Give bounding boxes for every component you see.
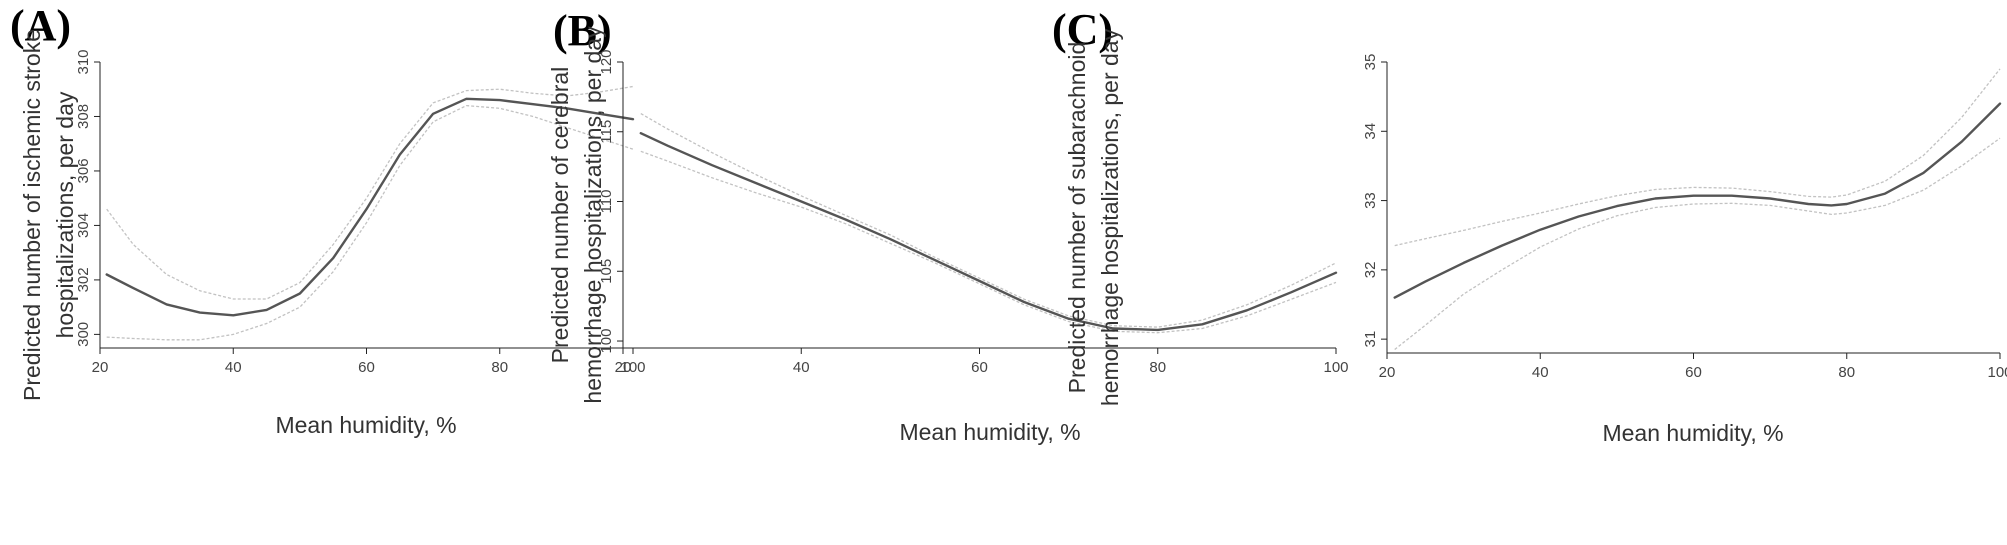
panel-letter: (A): [10, 1, 71, 50]
panel-2: (B) 20 40 60 80 100 100 105 110 115 120 Mean humidi…: [547, 6, 1349, 445]
estimate-line: [639, 132, 1338, 332]
y-tick-label: 304: [75, 213, 92, 238]
panel-3: (C) 20 40 60 80 100 31 32 33 34 35 Mean humidity, %…: [1052, 5, 2007, 446]
x-tick-label: 20: [1379, 364, 1396, 381]
lower-ci-line: [640, 150, 1337, 334]
x-axis-title: Mean humidity, %: [899, 419, 1080, 445]
y-tick-label: 310: [75, 49, 92, 74]
lower-ci-line: [1394, 137, 2001, 351]
x-tick-label: 60: [971, 359, 988, 376]
estimate-line: [1393, 102, 2002, 299]
y-axis-title-line: hemorrhage hospitalizations, per day: [580, 26, 606, 404]
y-tick-label: 120: [598, 49, 615, 74]
panel-letter: (B): [553, 6, 612, 55]
lower-ci-line: [106, 104, 634, 341]
x-tick-label: 20: [615, 359, 632, 376]
x-tick-label: 80: [1838, 364, 1855, 381]
panel-1: (A) 20 40 60 80 100 300 302 304 306 308 310 Mean hum…: [10, 1, 646, 438]
y-axis-title-line: hemorrhage hospitalizations, per day: [1097, 28, 1123, 406]
x-tick-label: 80: [1149, 359, 1166, 376]
y-axis-title-line: Predicted number of cerebral: [547, 67, 573, 364]
x-tick-label: 40: [225, 359, 242, 376]
y-tick-label: 110: [598, 190, 615, 214]
y-tick-label: 34: [1362, 123, 1379, 140]
upper-ci-line: [1394, 68, 2001, 247]
x-tick-label: 20: [92, 359, 109, 376]
y-tick-label: 306: [75, 158, 92, 183]
estimate-line: [105, 97, 635, 317]
y-tick-label: 35: [1362, 54, 1379, 71]
y-tick-label: 302: [75, 267, 92, 292]
upper-ci-line: [640, 113, 1337, 328]
x-tick-label: 40: [1532, 364, 1549, 381]
x-tick-label: 100: [620, 359, 645, 376]
y-tick-label: 33: [1362, 192, 1379, 209]
panel-letter: (C): [1052, 5, 1113, 54]
y-axis-title-line: Predicted number of ischemic stroke: [19, 29, 45, 401]
y-tick-label: 32: [1362, 262, 1379, 279]
x-tick-label: 80: [491, 359, 508, 376]
x-tick-label: 60: [358, 359, 375, 376]
y-tick-label: 115: [598, 120, 615, 144]
y-axis-title-line: Predicted number of subarachnoid: [1064, 42, 1090, 394]
x-tick-label: 40: [793, 359, 810, 376]
x-tick-label: 60: [1685, 364, 1702, 381]
y-tick-label: 31: [1362, 331, 1379, 348]
y-tick-label: 308: [75, 104, 92, 129]
y-tick-label: 300: [75, 322, 92, 347]
x-tick-label: 100: [1987, 364, 2007, 381]
y-tick-label: 100: [598, 329, 615, 354]
x-axis-title: Mean humidity, %: [1602, 420, 1783, 446]
x-axis-title: Mean humidity, %: [275, 412, 456, 438]
x-tick-label: 100: [1323, 359, 1348, 376]
y-axis-title-line: hospitalizations, per day: [52, 91, 78, 338]
y-tick-label: 105: [598, 259, 615, 284]
